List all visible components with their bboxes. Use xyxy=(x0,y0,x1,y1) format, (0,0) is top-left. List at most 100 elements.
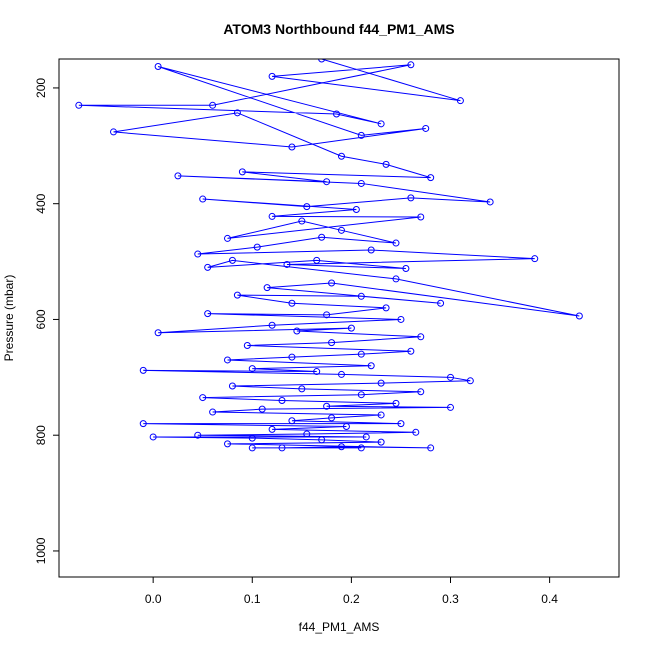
data-point xyxy=(531,255,539,263)
data-point xyxy=(447,373,454,381)
x-tick-label: 0.1 xyxy=(244,592,261,606)
data-point xyxy=(382,304,390,312)
data-point xyxy=(233,291,241,299)
y-tick-label: 200 xyxy=(34,78,48,98)
data-point xyxy=(447,403,454,411)
data-point xyxy=(437,299,445,307)
data-point xyxy=(318,233,326,241)
x-tick-label: 0.0 xyxy=(145,592,162,606)
data-point xyxy=(417,388,425,396)
data-point xyxy=(337,443,345,451)
data-point xyxy=(412,428,420,436)
x-tick-label: 0.2 xyxy=(343,592,360,606)
data-point xyxy=(323,402,331,410)
data-point xyxy=(298,385,306,393)
data-point xyxy=(367,362,375,370)
data-point xyxy=(313,256,321,264)
data-point xyxy=(139,420,147,428)
data-point xyxy=(248,365,256,373)
data-point xyxy=(367,246,375,254)
data-point xyxy=(174,172,182,180)
data-point xyxy=(288,143,296,151)
data-point xyxy=(224,234,231,242)
data-point xyxy=(288,353,296,361)
data-point xyxy=(298,217,306,225)
data-point xyxy=(427,444,435,452)
data-point xyxy=(248,444,256,452)
data-point xyxy=(303,203,311,211)
data-point xyxy=(407,347,415,355)
data-point xyxy=(407,61,415,69)
y-axis-label: Pressure (mbar) xyxy=(2,275,16,362)
data-point xyxy=(278,444,286,452)
data-point xyxy=(357,391,365,399)
data-point xyxy=(422,124,430,132)
y-tick-label: 400 xyxy=(34,193,48,213)
data-point xyxy=(323,311,331,319)
data-point xyxy=(382,160,390,168)
data-point xyxy=(328,339,336,347)
data-point xyxy=(204,263,212,271)
data-point xyxy=(268,425,276,433)
data-point xyxy=(110,128,118,136)
data-point xyxy=(149,433,157,441)
chart-title: ATOM3 Northbound f44_PM1_AMS xyxy=(223,21,454,37)
data-point xyxy=(209,101,217,109)
data-point xyxy=(224,356,231,364)
data-point xyxy=(397,420,405,428)
data-point xyxy=(342,423,350,431)
data-point xyxy=(486,198,494,206)
y-axis: 200 400 600 800 1000 xyxy=(34,78,59,564)
data-point xyxy=(313,368,321,376)
data-point xyxy=(402,265,410,273)
data-point xyxy=(268,212,276,220)
data-point xyxy=(199,195,207,203)
data-point xyxy=(427,174,435,182)
data-point xyxy=(328,414,336,422)
data-point xyxy=(328,279,336,287)
data-point xyxy=(283,260,291,268)
data-point xyxy=(392,399,400,407)
data-point xyxy=(377,438,385,446)
data-point xyxy=(209,408,217,416)
data-point xyxy=(224,440,231,448)
data-point xyxy=(377,411,385,419)
data-point xyxy=(75,101,83,109)
data-point xyxy=(362,433,370,441)
data-point xyxy=(456,97,464,105)
data-point xyxy=(318,436,326,444)
data-point xyxy=(278,396,286,404)
data-point xyxy=(263,284,271,292)
data-point xyxy=(139,366,147,374)
data-point xyxy=(199,394,207,402)
data-point xyxy=(154,329,162,337)
data-point xyxy=(352,205,360,213)
data-point xyxy=(293,327,301,335)
y-tick-label: 800 xyxy=(34,425,48,445)
data-point xyxy=(233,109,241,117)
data-point xyxy=(357,444,365,452)
data-point xyxy=(357,350,365,358)
x-axis-label: f44_PM1_AMS xyxy=(299,620,380,634)
data-point xyxy=(268,321,276,329)
data-point xyxy=(417,333,425,341)
data-point xyxy=(407,194,415,202)
data-point xyxy=(318,59,326,63)
x-axis: 0.0 0.1 0.2 0.3 0.4 xyxy=(145,577,558,606)
data-point xyxy=(377,379,385,387)
data-point xyxy=(154,63,162,71)
data-point xyxy=(323,178,331,186)
y-tick-label: 600 xyxy=(34,309,48,329)
data-point xyxy=(238,168,246,176)
plot-layer xyxy=(75,59,583,452)
data-point xyxy=(347,324,355,332)
data-point xyxy=(194,431,202,439)
data-point xyxy=(377,120,385,128)
data-point xyxy=(337,370,345,378)
plot-frame xyxy=(58,58,620,578)
data-point xyxy=(357,179,365,187)
data-point xyxy=(392,275,400,283)
data-point xyxy=(466,377,474,385)
data-point xyxy=(575,312,583,320)
data-point xyxy=(333,110,341,118)
